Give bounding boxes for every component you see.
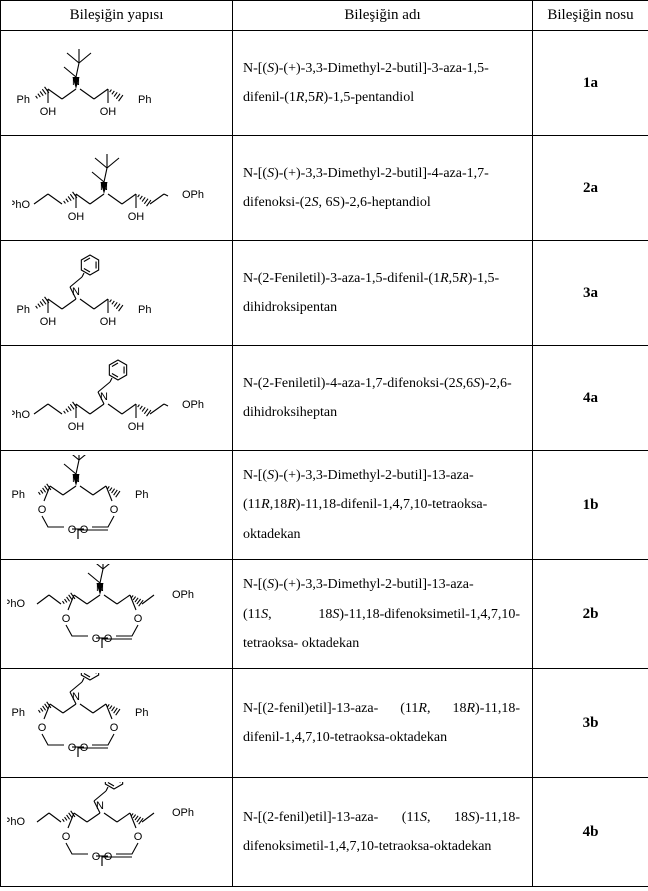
compound-number: 3a: [533, 241, 648, 346]
compound-number: 1a: [533, 31, 648, 136]
svg-text:OPh: OPh: [172, 807, 194, 819]
structure-cell: Ph N Ph OH OH: [1, 241, 233, 346]
svg-text:Ph: Ph: [138, 304, 151, 316]
svg-text:OH: OH: [127, 421, 144, 433]
svg-text:OH: OH: [67, 211, 84, 223]
compound-name: N-[(S)-(+)-3,3-Dimethyl-2-butil]-13-aza-…: [233, 560, 533, 669]
svg-text:O: O: [79, 524, 88, 536]
svg-text:Ph: Ph: [11, 489, 24, 501]
table-row: PhONOPhOOOON-[(2-fenil)etil]-13-aza- (11…: [1, 778, 648, 887]
svg-text:OH: OH: [39, 316, 56, 328]
table-row: PhNPhOOOON-[(S)-(+)-3,3-Dimethyl-2-butil…: [1, 451, 648, 560]
svg-text:N: N: [72, 691, 80, 703]
svg-text:O: O: [79, 742, 88, 754]
table-row: PhONOPhOOOON-[(S)-(+)-3,3-Dimethyl-2-but…: [1, 560, 648, 669]
svg-text:O: O: [61, 613, 70, 625]
svg-text:O: O: [91, 851, 100, 863]
svg-text:Ph: Ph: [138, 94, 151, 106]
svg-text:O: O: [67, 742, 76, 754]
svg-text:O: O: [109, 722, 118, 734]
compound-name: N-[(S)-(+)-3,3-Dimethyl-2-butil]-4-aza-1…: [233, 136, 533, 241]
compound-number: 3b: [533, 669, 648, 778]
structure-cell: PhONOPhOOOO: [1, 778, 233, 887]
svg-text:N: N: [72, 286, 80, 298]
svg-text:N: N: [96, 800, 104, 812]
svg-text:O: O: [103, 633, 112, 645]
structure-cell: PhO N OPh OH OH: [1, 346, 233, 451]
svg-text:Ph: Ph: [16, 94, 29, 106]
compound-name: N-[(S)-(+)-3,3-Dimethyl-2-butil]-3-aza-1…: [233, 31, 533, 136]
svg-text:OPh: OPh: [182, 399, 204, 411]
svg-text:OH: OH: [127, 211, 144, 223]
structure-cell: PhONOPhOOOO: [1, 560, 233, 669]
header-number: Bileşiğin nosu: [533, 1, 648, 31]
svg-text:Ph: Ph: [16, 304, 29, 316]
structure-cell: PhNPhOHOH: [1, 31, 233, 136]
table-row: PhO N OPh OH OH N-(2-Feniletil)-4-aza-1,7-dif…: [1, 346, 648, 451]
svg-text:O: O: [61, 831, 70, 843]
svg-text:PhO: PhO: [12, 199, 30, 211]
structure-cell: PhONOPhOHOH: [1, 136, 233, 241]
svg-text:Ph: Ph: [11, 707, 24, 719]
svg-text:N: N: [100, 391, 108, 403]
svg-text:O: O: [109, 504, 118, 516]
compound-name: N-(2-Feniletil)-4-aza-1,7-difenoksi-(2S,…: [233, 346, 533, 451]
svg-text:O: O: [91, 633, 100, 645]
header-name: Bileşiğin adı: [233, 1, 533, 31]
compound-name: N-[(2-fenil)etil]-13-aza- (11S, 18S)-11,…: [233, 778, 533, 887]
structure-cell: PhNPhOOOO: [1, 451, 233, 560]
svg-text:O: O: [103, 851, 112, 863]
svg-text:PhO: PhO: [7, 816, 25, 828]
compound-name: N-[(2-fenil)etil]-13-aza- (11R, 18R)-11,…: [233, 669, 533, 778]
svg-text:Ph: Ph: [135, 707, 148, 719]
compounds-table: Bileşiğin yapısı Bileşiğin adı Bileşiğin…: [0, 0, 648, 887]
svg-text:O: O: [133, 613, 142, 625]
table-row: PhNPhOOOON-[(2-fenil)etil]-13-aza- (11R,…: [1, 669, 648, 778]
svg-text:PhO: PhO: [12, 409, 30, 421]
compound-number: 4a: [533, 346, 648, 451]
svg-text:OH: OH: [99, 316, 116, 328]
table-row: PhNPhOHOHN-[(S)-(+)-3,3-Dimethyl-2-butil…: [1, 31, 648, 136]
compound-number: 1b: [533, 451, 648, 560]
svg-text:OH: OH: [99, 106, 116, 118]
structure-cell: PhNPhOOOO: [1, 669, 233, 778]
svg-text:PhO: PhO: [7, 598, 25, 610]
svg-text:O: O: [133, 831, 142, 843]
svg-text:OH: OH: [39, 106, 56, 118]
svg-text:OPh: OPh: [172, 589, 194, 601]
table-row: Ph N Ph OH OH N-(2-Feniletil)-3-aza-1,5-difen…: [1, 241, 648, 346]
header-row: Bileşiğin yapısı Bileşiğin adı Bileşiğin…: [1, 1, 648, 31]
svg-text:Ph: Ph: [135, 489, 148, 501]
svg-text:OPh: OPh: [182, 189, 204, 201]
compound-number: 4b: [533, 778, 648, 887]
compound-number: 2b: [533, 560, 648, 669]
compound-name: N-[(S)-(+)-3,3-Dimethyl-2-butil]-13-aza-…: [233, 451, 533, 560]
compound-name: N-(2-Feniletil)-3-aza-1,5-difenil-(1R,5R…: [233, 241, 533, 346]
svg-text:O: O: [37, 722, 46, 734]
compound-number: 2a: [533, 136, 648, 241]
table-row: PhONOPhOHOHN-[(S)-(+)-3,3-Dimethyl-2-but…: [1, 136, 648, 241]
svg-text:O: O: [37, 504, 46, 516]
svg-text:O: O: [67, 524, 76, 536]
header-structure: Bileşiğin yapısı: [1, 1, 233, 31]
svg-text:OH: OH: [67, 421, 84, 433]
